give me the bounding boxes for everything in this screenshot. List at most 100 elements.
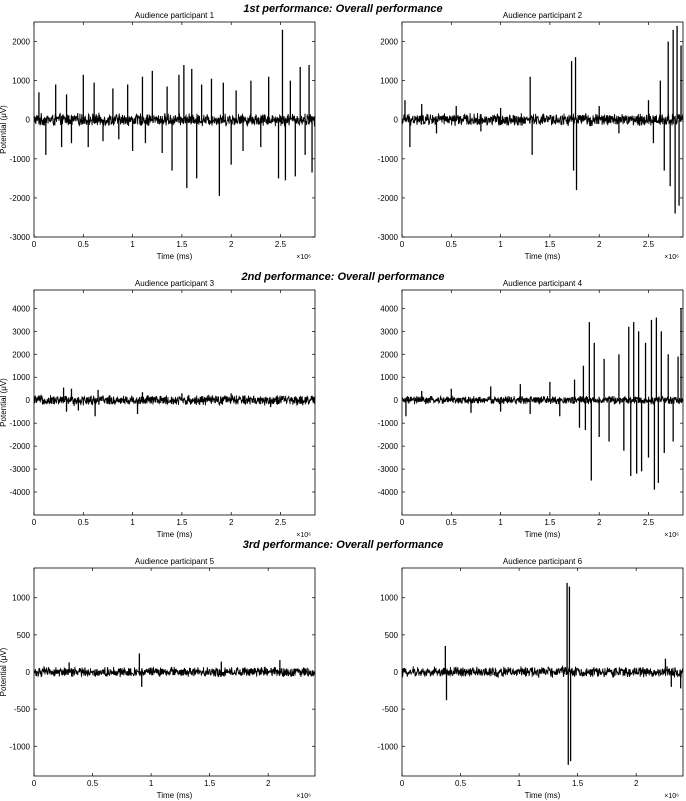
y-tick-label: -1000 bbox=[10, 419, 31, 428]
x-multiplier-label: ×10⁶ bbox=[296, 532, 311, 539]
y-tick-label: 2000 bbox=[12, 38, 30, 47]
y-tick-label: -4000 bbox=[10, 488, 31, 497]
plot-frame bbox=[33, 21, 316, 238]
y-axis-label: Potential (μV) bbox=[0, 105, 8, 154]
signal-trace bbox=[33, 112, 316, 128]
x-tick-label: 0.5 bbox=[446, 518, 458, 527]
x-tick-label: 2.5 bbox=[643, 240, 655, 249]
y-tick-label: 4000 bbox=[380, 304, 398, 313]
y-tick-label: -1000 bbox=[378, 742, 399, 751]
x-tick-label: 0.5 bbox=[78, 240, 90, 249]
y-tick-label: -1000 bbox=[378, 155, 399, 164]
x-tick-label: 0 bbox=[400, 518, 405, 527]
chart-5: Audience participant 5 0 0.5 1 1.5 2 -1000 -500… bbox=[0, 557, 316, 800]
x-tick-label: 0 bbox=[32, 518, 37, 527]
signal-trace bbox=[401, 664, 684, 679]
y-axis-label: Potential (μV) bbox=[0, 647, 8, 696]
x-tick-label: 1.5 bbox=[204, 779, 216, 788]
y-tick-label: 2000 bbox=[380, 38, 398, 47]
x-tick-label: 0.5 bbox=[78, 518, 90, 527]
chart-title: Audience participant 4 bbox=[503, 279, 583, 288]
x-tick-label: 2.5 bbox=[275, 518, 287, 527]
y-tick-label: 500 bbox=[17, 631, 31, 640]
y-tick-label: 2000 bbox=[380, 350, 398, 359]
chart-title: Audience participant 5 bbox=[135, 557, 215, 566]
chart-4: Audience participant 4 0 0.5 1 1.5 2 2.5 -4000 -… bbox=[378, 279, 684, 539]
x-axis-label: Time (ms) bbox=[157, 530, 193, 539]
section-title-1: 1st performance: Overall performance bbox=[243, 3, 443, 15]
y-tick-label: 0 bbox=[394, 116, 399, 125]
x-tick-label: 2 bbox=[266, 779, 271, 788]
section-title-3: 3rd performance: Overall performance bbox=[242, 539, 444, 551]
chart-title: Audience participant 3 bbox=[135, 279, 215, 288]
x-tick-label: 2 bbox=[597, 518, 602, 527]
x-tick-label: 1.5 bbox=[176, 240, 188, 249]
x-tick-label: 0 bbox=[32, 240, 37, 249]
chart-3: Audience participant 3 0 0.5 1 1.5 2 2.5 -4000 -… bbox=[0, 279, 316, 539]
x-tick-label: 2 bbox=[229, 240, 234, 249]
x-tick-label: 0.5 bbox=[87, 779, 99, 788]
x-axis-label: Time (ms) bbox=[525, 791, 561, 800]
x-axis-label: Time (ms) bbox=[525, 252, 561, 261]
y-tick-label: 0 bbox=[394, 396, 399, 405]
x-tick-label: 1 bbox=[130, 518, 135, 527]
chart-2: Audience participant 2 0 0.5 1 1.5 2 2.5 -3000 -… bbox=[378, 11, 684, 261]
y-tick-label: 3000 bbox=[380, 327, 398, 336]
x-tick-label: 1.5 bbox=[544, 240, 556, 249]
x-axis-label: Time (ms) bbox=[157, 252, 193, 261]
y-tick-label: -3000 bbox=[10, 233, 31, 242]
signal-trace bbox=[33, 394, 316, 407]
x-tick-label: 1 bbox=[149, 779, 154, 788]
y-tick-label: 500 bbox=[385, 631, 399, 640]
signal-trace bbox=[401, 394, 684, 406]
y-tick-label: 0 bbox=[394, 668, 399, 677]
y-tick-label: -1000 bbox=[10, 742, 31, 751]
y-tick-label: 1000 bbox=[380, 594, 398, 603]
y-axis-label: Potential (μV) bbox=[0, 378, 8, 427]
x-tick-label: 2 bbox=[229, 518, 234, 527]
x-tick-label: 2.5 bbox=[275, 240, 287, 249]
y-tick-label: 1000 bbox=[12, 77, 30, 86]
y-tick-label: -4000 bbox=[378, 488, 399, 497]
x-tick-label: 2 bbox=[634, 779, 639, 788]
y-tick-label: 1000 bbox=[12, 373, 30, 382]
y-tick-label: -500 bbox=[382, 705, 399, 714]
y-tick-label: -2000 bbox=[378, 194, 399, 203]
y-tick-label: -1000 bbox=[378, 419, 399, 428]
x-tick-label: 0.5 bbox=[446, 240, 458, 249]
chart-1: Audience participant 1 0 0.5 1 1.5 2 2.5 -3000 -… bbox=[0, 11, 316, 261]
y-tick-label: 2000 bbox=[12, 350, 30, 359]
x-tick-label: 0 bbox=[400, 240, 405, 249]
plot-frame bbox=[401, 289, 684, 516]
y-tick-label: -2000 bbox=[10, 194, 31, 203]
signal-trace bbox=[33, 665, 316, 678]
x-tick-label: 0 bbox=[400, 779, 405, 788]
y-tick-label: -1000 bbox=[10, 155, 31, 164]
y-tick-label: -2000 bbox=[378, 442, 399, 451]
y-tick-label: -3000 bbox=[10, 465, 31, 474]
chart-title: Audience participant 2 bbox=[503, 11, 583, 20]
x-tick-label: 1.5 bbox=[572, 779, 584, 788]
x-tick-label: 2.5 bbox=[643, 518, 655, 527]
y-tick-label: 0 bbox=[26, 396, 31, 405]
y-tick-label: -3000 bbox=[378, 465, 399, 474]
y-tick-label: 1000 bbox=[12, 594, 30, 603]
y-tick-label: 1000 bbox=[380, 77, 398, 86]
y-tick-label: 1000 bbox=[380, 373, 398, 382]
x-tick-label: 2 bbox=[597, 240, 602, 249]
x-multiplier-label: ×10⁶ bbox=[296, 793, 311, 800]
chart-6: Audience participant 6 0 0.5 1 1.5 2 -1000 -500… bbox=[378, 557, 684, 800]
x-axis-label: Time (ms) bbox=[525, 530, 561, 539]
y-tick-label: 0 bbox=[26, 116, 31, 125]
chart-title: Audience participant 6 bbox=[503, 557, 583, 566]
x-tick-label: 0.5 bbox=[455, 779, 467, 788]
y-tick-label: 4000 bbox=[12, 304, 30, 313]
x-tick-label: 1.5 bbox=[544, 518, 556, 527]
x-multiplier-label: ×10⁶ bbox=[296, 254, 311, 261]
section-title-2: 2nd performance: Overall performance bbox=[241, 271, 445, 283]
x-axis-label: Time (ms) bbox=[157, 791, 193, 800]
x-tick-label: 1 bbox=[517, 779, 522, 788]
y-tick-label: 3000 bbox=[12, 327, 30, 336]
chart-title: Audience participant 1 bbox=[135, 11, 215, 20]
y-tick-label: -3000 bbox=[378, 233, 399, 242]
